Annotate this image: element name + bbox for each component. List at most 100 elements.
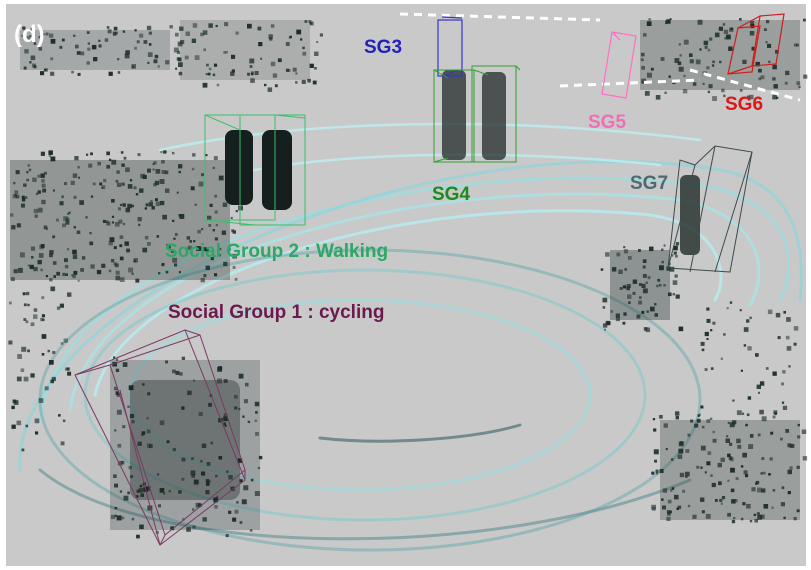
lidar-point [202, 82, 208, 88]
lidar-point [154, 180, 160, 186]
lidar-point [205, 154, 208, 157]
lidar-point [176, 191, 179, 194]
lidar-point [127, 491, 130, 495]
lidar-point [223, 379, 228, 383]
lidar-point [137, 153, 141, 157]
lidar-point [136, 534, 140, 539]
lidar-point [34, 418, 40, 424]
lidar-point [249, 58, 255, 64]
lidar-point [260, 57, 263, 60]
lidar-point [785, 429, 790, 433]
lidar-point [663, 423, 668, 428]
lidar-point [674, 494, 679, 500]
lidar-point [759, 409, 764, 415]
lidar-point [250, 478, 254, 482]
lidar-point [268, 34, 273, 39]
lidar-point [645, 327, 651, 333]
lidar-point [147, 242, 151, 246]
lidar-point [224, 22, 229, 27]
lidar-point [270, 61, 276, 67]
lidar-point [772, 64, 777, 70]
lidar-point [638, 249, 641, 252]
lidar-point [29, 35, 32, 38]
label-sg3: SG3 [364, 37, 402, 58]
lidar-point [216, 495, 219, 498]
lidar-point [9, 301, 12, 305]
lidar-point [148, 31, 152, 35]
lidar-point [115, 270, 120, 275]
lidar-point [90, 195, 94, 198]
lidar-point [785, 70, 790, 76]
lidar-point [24, 196, 28, 199]
lidar-point [172, 257, 178, 263]
lidar-point [782, 370, 786, 374]
lidar-point [650, 67, 654, 71]
lidar-point [739, 18, 742, 21]
lidar-point [627, 256, 632, 260]
lidar-point [737, 444, 742, 449]
lidar-point [165, 360, 168, 364]
lidar-point [114, 506, 118, 510]
lidar-point [23, 66, 27, 70]
lidar-point [714, 499, 718, 502]
lidar-point [136, 495, 139, 498]
lidar-point [270, 24, 275, 28]
lidar-point [700, 466, 703, 469]
lidar-point [86, 61, 90, 65]
lidar-point [678, 326, 684, 332]
lidar-point [316, 41, 319, 44]
lidar-point [139, 188, 144, 193]
lidar-point [116, 170, 120, 174]
lidar-point [124, 53, 130, 59]
lidar-point [228, 475, 233, 480]
lidar-point [49, 253, 53, 258]
lidar-point [212, 73, 216, 77]
lidar-point [717, 462, 722, 468]
lidar-point [27, 264, 30, 267]
lidar-point [205, 479, 210, 483]
lidar-point [628, 301, 631, 304]
lidar-point [152, 168, 155, 171]
lidar-point [208, 224, 212, 227]
lidar-point [27, 303, 30, 307]
lidar-point [179, 26, 184, 31]
lidar-point [135, 278, 140, 283]
lidar-point [143, 40, 148, 44]
lidar-point [50, 38, 56, 44]
lidar-point [656, 284, 659, 288]
lidar-point [682, 489, 686, 493]
lidar-point [675, 416, 679, 420]
lidar-point [603, 323, 608, 328]
lidar-point [17, 354, 22, 359]
lidar-point [40, 268, 43, 272]
lidar-point [726, 435, 729, 438]
lidar-point [16, 376, 22, 382]
lidar-point [662, 488, 668, 493]
lidar-point [181, 356, 185, 360]
lidar-point [43, 225, 48, 230]
lidar-point [757, 487, 762, 493]
lidar-point [641, 81, 645, 84]
lidar-point [777, 336, 781, 340]
lidar-point [15, 194, 20, 199]
lidar-point [31, 256, 34, 259]
lidar-point [774, 412, 777, 415]
lidar-point [602, 297, 608, 303]
lidar-point [733, 517, 736, 520]
lidar-point [664, 91, 667, 94]
lidar-point [267, 87, 273, 92]
lidar-point [170, 526, 175, 531]
lidar-point [192, 508, 195, 511]
lidar-point [295, 72, 298, 75]
lidar-point [23, 303, 27, 307]
lidar-point [16, 223, 21, 228]
lidar-point [641, 283, 646, 288]
lidar-point [230, 71, 235, 76]
lidar-point [144, 207, 147, 210]
lidar-point [309, 63, 314, 68]
highway-streaks [399, 12, 801, 102]
lidar-point [749, 31, 755, 36]
lidar-point [66, 367, 70, 371]
lidar-point [207, 215, 212, 221]
lidar-point [781, 382, 784, 386]
